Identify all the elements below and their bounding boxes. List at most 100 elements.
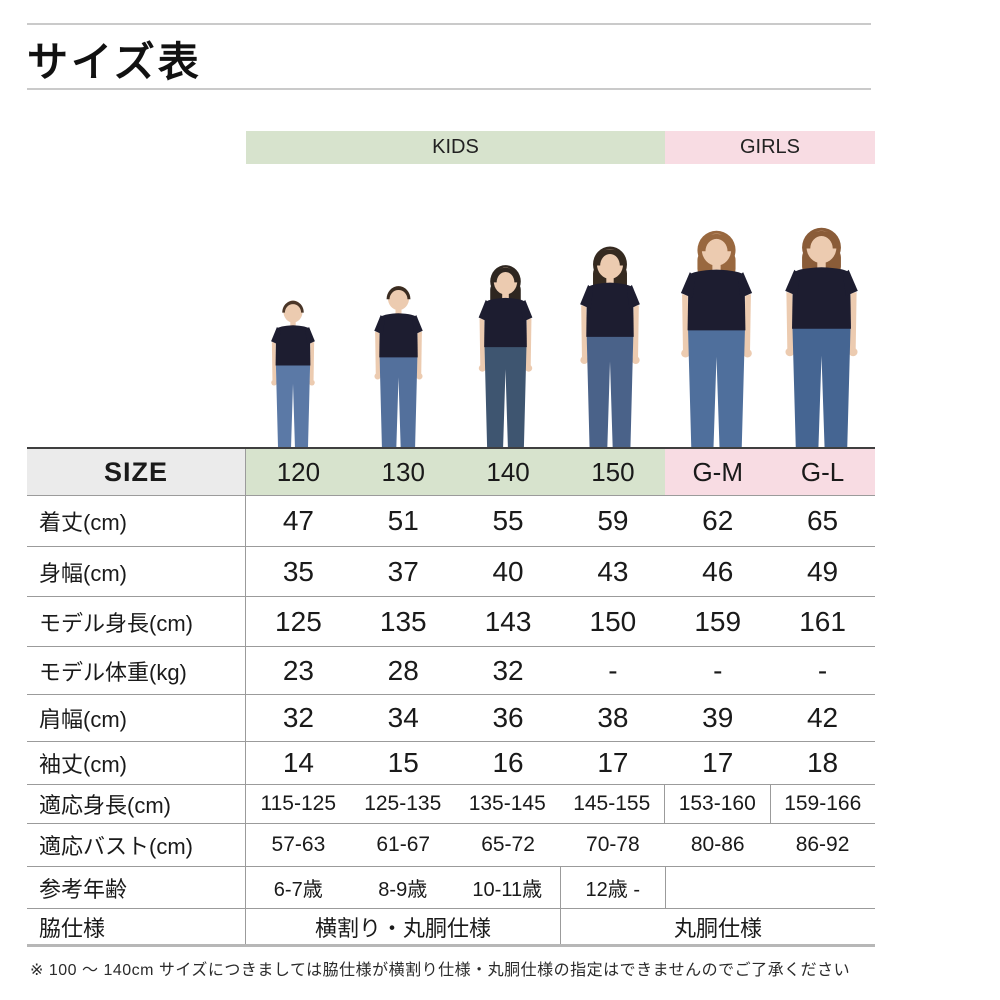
data-cell: 61-67 [376, 833, 431, 856]
data-cell: 36 [492, 702, 524, 733]
data-cell: 47 [282, 505, 314, 536]
model-photo-G-L [784, 227, 858, 447]
table-row: モデル身長(cm) 125 135 143 150 159 161 [27, 597, 875, 647]
data-cell: 115-125 [260, 792, 336, 815]
data-cell: 28 [387, 654, 419, 686]
table-row: 参考年齢 6-7歳 8-9歳 10-11歳 12歳 - [27, 867, 875, 909]
data-cell: 15 [387, 747, 419, 778]
data-cell: 51 [387, 505, 419, 536]
row-label: 肩幅(cm) [27, 695, 246, 741]
size-table: SIZE 120 130 140 150 G-M G-L 着丈(cm) 47 51 55 59 62 65… [27, 447, 875, 947]
data-cell: 159-166 [769, 785, 876, 823]
merged-cell: 横割り・丸胴仕様 [314, 915, 491, 941]
size-column-header-120: 120 [246, 449, 351, 495]
data-cell: 34 [387, 702, 419, 733]
data-cell: 32 [282, 702, 314, 733]
data-cell: 35 [282, 555, 314, 587]
kids-group-label: KIDS [432, 136, 479, 158]
row-label: 身幅(cm) [27, 547, 246, 596]
data-cell: 39 [702, 702, 734, 733]
size-column-header-150: 150 [560, 449, 666, 495]
divider-under-title [27, 88, 871, 90]
row-label: 着丈(cm) [27, 496, 246, 546]
data-cell: - [817, 654, 828, 686]
size-header-label: SIZE [27, 449, 246, 495]
data-cell: 23 [282, 654, 314, 686]
row-label: 袖丈(cm) [27, 742, 246, 784]
data-cell: 18 [806, 747, 839, 778]
table-row: 脇仕様 横割り・丸胴仕様 丸胴仕様 [27, 909, 875, 947]
data-cell: 16 [492, 747, 524, 778]
data-cell [665, 867, 771, 908]
table-row: 適応身長(cm) 115-125 125-135 135-145 145-155 153-… [27, 785, 875, 824]
data-cell: 59 [597, 505, 629, 536]
merged-cell: 丸胴仕様 [560, 909, 875, 944]
data-cell: 12歳 - [559, 867, 666, 908]
data-cell: 159 [694, 605, 742, 637]
data-cell: 153-160 [664, 785, 770, 823]
row-label: 適応バスト(cm) [27, 824, 246, 866]
data-cell: 42 [806, 702, 839, 733]
footnote: ※ 100 〜 140cm サイズにつきましては脇仕様が横割り仕様・丸胴仕様の指… [30, 962, 851, 979]
data-cell: 6-7歳 [273, 879, 323, 901]
data-cell: 70-78 [586, 833, 640, 856]
table-row: モデル体重(kg) 23 28 32 - - - [27, 647, 875, 695]
data-cell: 135-145 [468, 792, 546, 815]
size-header-row: SIZE 120 130 140 150 G-M G-L [27, 449, 875, 496]
data-cell: 65 [806, 505, 839, 536]
data-cell: 150 [589, 605, 637, 637]
data-cell: 43 [597, 555, 629, 587]
data-cell: 38 [597, 702, 629, 733]
data-cell: 17 [702, 747, 734, 778]
table-row: 袖丈(cm) 14 15 16 17 17 18 [27, 742, 875, 785]
row-label: モデル身長(cm) [27, 597, 246, 646]
size-column-header-140: 140 [455, 449, 561, 495]
data-cell: 145-155 [573, 792, 651, 815]
size-column-header-G-M: G-M [665, 449, 771, 495]
row-label: 参考年齢 [27, 867, 246, 908]
data-cell: 32 [492, 654, 524, 686]
data-cell: 8-9歳 [378, 879, 428, 901]
table-row: 着丈(cm) 47 51 55 59 62 65 [27, 496, 875, 547]
data-cell: 80-86 [690, 833, 745, 856]
row-label: 適応身長(cm) [27, 785, 246, 823]
girls-group-label: GIRLS [739, 136, 801, 158]
data-cell: 86-92 [795, 833, 850, 856]
data-cell: 14 [282, 747, 314, 778]
data-cell: 37 [387, 555, 419, 587]
data-cell: 135 [379, 605, 427, 637]
data-cell [771, 867, 876, 908]
data-cell: - [608, 654, 618, 686]
model-photo-120 [271, 300, 315, 447]
kids-group-header: KIDS [246, 131, 665, 164]
data-cell: 62 [702, 505, 734, 536]
table-row: 肩幅(cm) 32 34 36 38 39 42 [27, 695, 875, 742]
table-row: 適応バスト(cm) 57-63 61-67 65-72 70-78 80-86 86-92 [27, 824, 875, 867]
model-photo-G-M [680, 230, 752, 447]
size-column-header-130: 130 [350, 449, 456, 495]
size-column-header-G-L: G-L [770, 449, 875, 495]
model-photo-150 [580, 246, 640, 447]
page-title: サイズ表 [27, 39, 202, 85]
row-label: モデル体重(kg) [27, 647, 246, 694]
data-cell: 65-72 [481, 833, 535, 856]
girls-group-header: GIRLS [665, 131, 875, 164]
data-cell: 125-135 [364, 792, 442, 815]
data-cell: 40 [492, 555, 524, 587]
model-photo-130 [373, 285, 423, 447]
table-row: 身幅(cm) 35 37 40 43 46 49 [27, 547, 875, 597]
data-cell: 10-11歳 [472, 879, 543, 901]
model-photos [0, 0, 1000, 447]
data-cell: 55 [492, 505, 524, 536]
divider-top [27, 23, 871, 25]
data-cell: 17 [597, 747, 629, 778]
row-label: 脇仕様 [27, 909, 246, 944]
data-cell: 161 [799, 605, 846, 637]
data-cell: 46 [702, 555, 734, 587]
model-photo-140 [478, 265, 532, 447]
data-cell: - [713, 654, 723, 686]
data-cell: 49 [806, 555, 839, 587]
data-cell: 57-63 [271, 833, 326, 856]
data-cell: 143 [484, 605, 532, 637]
data-cell: 125 [275, 605, 322, 637]
